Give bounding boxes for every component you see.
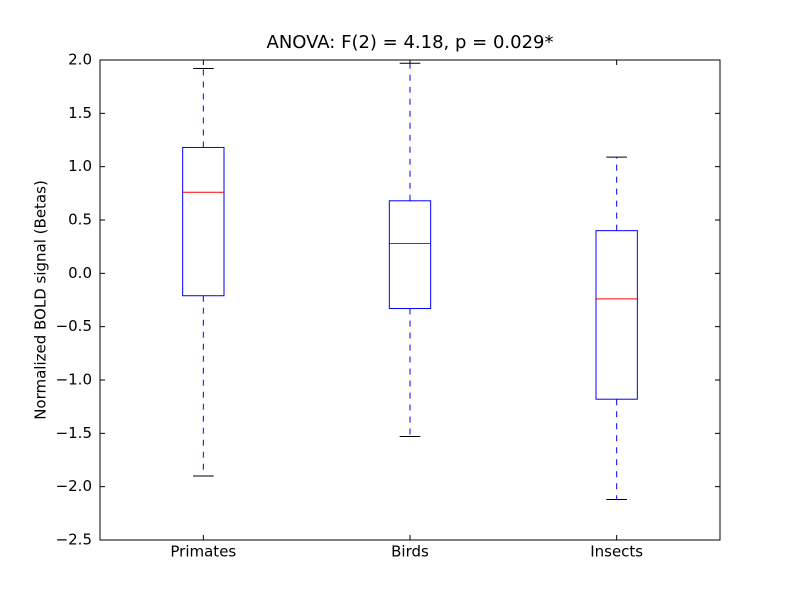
box bbox=[182, 146, 225, 297]
y-tick-label: −1.0 bbox=[56, 371, 92, 389]
box bbox=[595, 230, 638, 400]
plot-frame bbox=[99, 59, 721, 541]
y-tick-label: 1.0 bbox=[68, 157, 92, 175]
x-tick-label: Birds bbox=[391, 543, 429, 561]
y-axis-label: Normalized BOLD signal (Betas) bbox=[32, 180, 50, 420]
chart-title: ANOVA: F(2) = 4.18, p = 0.029* bbox=[267, 32, 554, 53]
y-tick-label: −2.5 bbox=[56, 531, 92, 549]
y-tick-label: 0.5 bbox=[68, 211, 92, 229]
y-tick-label: 2.0 bbox=[68, 51, 92, 69]
y-tick-label: −2.0 bbox=[56, 477, 92, 495]
y-tick-label: −0.5 bbox=[56, 317, 92, 335]
y-tick-label: −1.5 bbox=[56, 424, 92, 442]
x-tick-label: Insects bbox=[590, 543, 643, 561]
box bbox=[388, 200, 432, 310]
x-tick-label: Primates bbox=[170, 543, 236, 561]
y-tick-label: 1.5 bbox=[68, 104, 92, 122]
y-tick-label: 0.0 bbox=[68, 264, 92, 282]
